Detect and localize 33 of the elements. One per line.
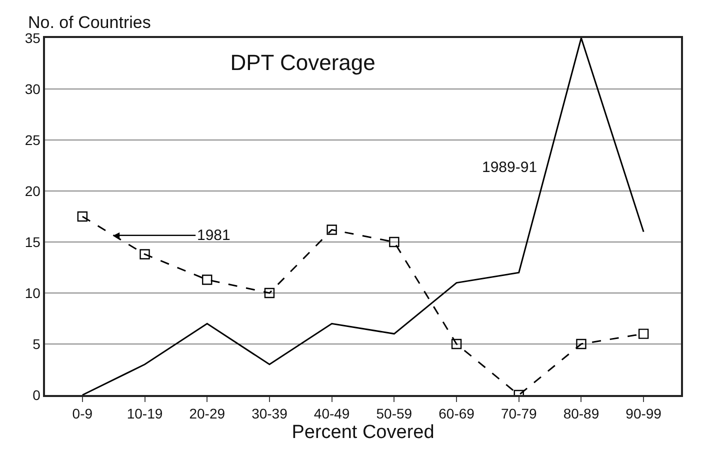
- point: [638, 328, 649, 339]
- x-tick-label: 50-59: [376, 406, 412, 422]
- x-tick-label: 60-69: [438, 406, 475, 422]
- series-label: 1989-91: [482, 159, 538, 176]
- x-tick-label: 40-49: [314, 406, 350, 422]
- point: [326, 224, 337, 235]
- y-axis-title: No. of Countries: [28, 13, 151, 32]
- point: [451, 338, 462, 350]
- x-tick-label: 70-79: [500, 406, 537, 422]
- x-tick-label: 90-99: [626, 406, 662, 422]
- text: DPT Coverage: [230, 50, 376, 75]
- point: [576, 338, 586, 350]
- x-tick-label: 0-9: [72, 406, 93, 422]
- y-tick-label: 10: [24, 284, 41, 301]
- y-tick-label: 15: [24, 234, 41, 250]
- line-series: [82, 38, 644, 395]
- y-tick-label: 25: [24, 132, 41, 148]
- point: [140, 249, 150, 260]
- x-tick-label: 20-29: [189, 406, 226, 422]
- x-tick-label: 30-39: [252, 406, 288, 422]
- y-tick-label: 5: [32, 336, 41, 352]
- series-label: 1981: [197, 227, 230, 244]
- y-tick-label: 35: [24, 30, 41, 46]
- x-axis-title: Percent Covered: [292, 422, 434, 443]
- y-tick-label: 30: [24, 80, 41, 97]
- y-tick-label: 0: [32, 386, 41, 403]
- point: [202, 274, 212, 285]
- point: [389, 236, 400, 248]
- x-tick-label: 10-19: [126, 406, 163, 422]
- y-tick-label: 20: [24, 182, 41, 199]
- point: [264, 288, 275, 298]
- x-tick-label: 80-89: [563, 406, 600, 422]
- point: [77, 211, 88, 222]
